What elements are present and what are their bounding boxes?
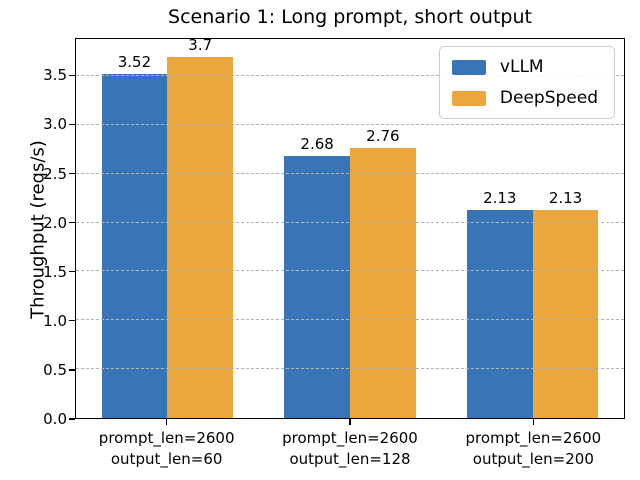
y-tick-mark <box>69 74 75 76</box>
y-tick-mark <box>69 221 75 224</box>
bar-value-label-vllm-1: 2.68 <box>300 135 334 154</box>
bar-vllm-0 <box>101 74 168 418</box>
y-tick-mark <box>69 418 75 420</box>
bar-deepspeed-2 <box>532 209 599 418</box>
y-tick-label-3.0: 3.0 <box>43 115 67 134</box>
gridline-y-1.0 <box>76 319 624 321</box>
legend-item-deepspeed: DeepSpeed <box>451 88 598 108</box>
y-tick-mark <box>69 369 75 371</box>
legend-label-deepspeed: DeepSpeed <box>499 88 598 108</box>
y-tick-mark <box>69 320 75 322</box>
bar-vllm-1 <box>284 156 350 418</box>
x-tick-label-line: output_len=60 <box>110 450 223 468</box>
bar-deepspeed-0 <box>167 56 234 418</box>
x-tick-label-line: prompt_len=2600 <box>98 429 235 447</box>
x-tick-label-0: prompt_len=2600 output_len=60 <box>67 428 267 470</box>
y-tick-label-0.5: 0.5 <box>43 360 67 379</box>
bar-vllm-2 <box>466 209 533 418</box>
y-tick-label-0.0: 0.0 <box>43 410 67 428</box>
x-tick-label-line: output_len=200 <box>472 450 594 468</box>
plot-area: 3.52 2.68 2.13 3.7 2.76 2.13 vLLM DeepSpeed <box>75 35 625 419</box>
y-tick-label-1.5: 1.5 <box>43 262 67 281</box>
x-tick-label-line: prompt_len=2600 <box>282 429 418 447</box>
legend-label-vllm: vLLM <box>499 57 544 77</box>
gridline-y-2.5 <box>76 172 624 174</box>
y-tick-mark <box>69 271 75 273</box>
y-tick-label-3.5: 3.5 <box>43 66 67 85</box>
x-tick-mark <box>349 419 351 425</box>
legend-swatch-vllm <box>451 59 486 75</box>
x-tick-label-2: prompt_len=2600 output_len=200 <box>433 428 633 470</box>
gridline-y-0.5 <box>76 368 624 370</box>
bar-value-label-deepspeed-2: 2.13 <box>548 188 583 207</box>
y-tick-label-2.0: 2.0 <box>43 213 67 232</box>
x-tick-label-1: prompt_len=2600 output_len=128 <box>250 428 450 470</box>
x-tick-label-line: prompt_len=2600 <box>465 429 602 447</box>
y-tick-label-2.5: 2.5 <box>43 164 67 183</box>
chart-title: Scenario 1: Long prompt, short output <box>168 6 532 28</box>
bar-value-label-deepspeed-1: 2.76 <box>366 127 400 146</box>
gridline-y-2.0 <box>76 221 624 223</box>
legend-item-vllm: vLLM <box>451 57 598 77</box>
x-tick-label-line: output_len=128 <box>289 450 411 468</box>
legend-swatch-deepspeed <box>451 90 486 106</box>
gridline-y-3.5 <box>76 75 624 77</box>
legend: vLLM DeepSpeed <box>438 46 615 119</box>
bar-value-label-vllm-0: 3.52 <box>117 53 152 72</box>
bar-value-label-vllm-2: 2.13 <box>483 188 517 207</box>
bar-value-label-deepspeed-0: 3.7 <box>188 35 213 54</box>
gridline-y-3.0 <box>76 123 624 125</box>
bar-deepspeed-1 <box>350 148 416 418</box>
y-tick-label-1.0: 1.0 <box>43 311 67 330</box>
y-tick-mark <box>69 172 75 175</box>
gridline-y-1.5 <box>76 270 624 272</box>
x-tick-mark <box>532 419 535 425</box>
x-tick-mark <box>165 419 168 425</box>
y-tick-mark <box>69 123 75 126</box>
